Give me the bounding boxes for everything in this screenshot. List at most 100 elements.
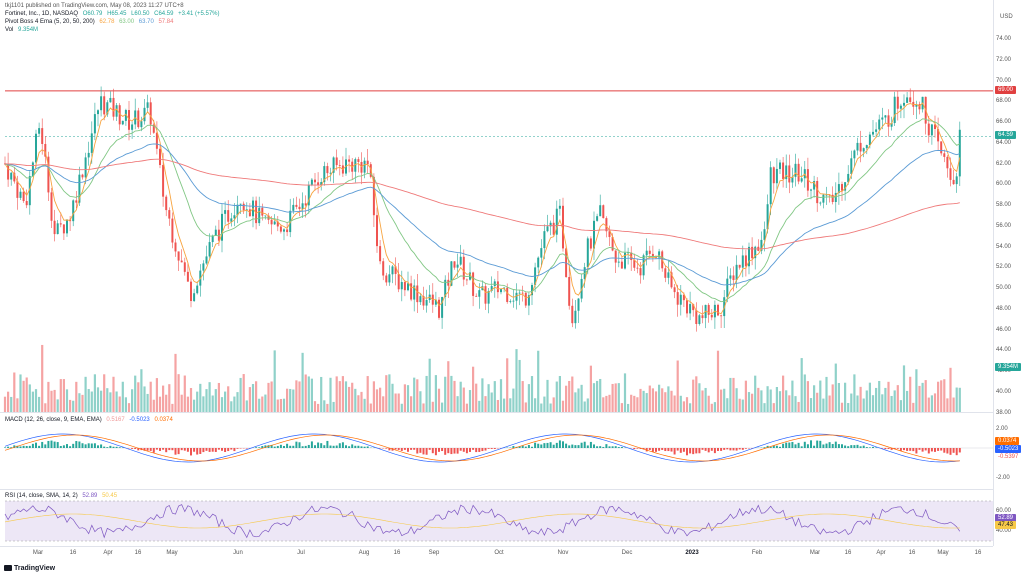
volume-bar	[549, 403, 552, 412]
volume-bar	[692, 379, 695, 412]
pane-divider	[0, 546, 993, 547]
macd-histogram-bar	[890, 448, 893, 450]
candle-body	[903, 102, 905, 106]
symbol-legend[interactable]: Fortinet, Inc., 1D, NASDAQ O60.79 H65.45…	[5, 11, 223, 17]
volume-bar	[689, 403, 692, 412]
macd-histogram-bar	[180, 448, 183, 451]
candle-body	[568, 276, 571, 306]
candle-body	[196, 285, 199, 294]
candle-body	[233, 215, 236, 219]
volume-bar	[344, 381, 348, 412]
volume-bar	[530, 376, 534, 412]
candle-body	[599, 205, 602, 217]
volume-bar	[664, 392, 667, 412]
macd-histogram-bar	[899, 448, 902, 451]
price-tick-label: 38.00	[996, 409, 1012, 416]
candle-body	[490, 286, 493, 291]
macd-histogram-bar	[385, 448, 388, 449]
macd-histogram-bar	[782, 443, 785, 448]
macd-histogram-bar	[62, 445, 65, 448]
candle-body	[614, 250, 617, 263]
macd-histogram-bar	[686, 448, 688, 456]
volume-bar	[310, 378, 313, 412]
candle-body	[416, 285, 419, 303]
price-tick-label: 72.00	[996, 56, 1012, 63]
volume-bar	[537, 350, 540, 412]
vol-value: 9.354M	[18, 27, 39, 33]
rsi-legend[interactable]: RSI (14, close, SMA, 14, 2) 52.89 50.45	[5, 493, 120, 499]
pane-divider	[0, 489, 993, 490]
candle-body	[221, 213, 223, 241]
volume-bar	[267, 382, 270, 412]
candle-body	[205, 256, 208, 264]
volume-bar	[918, 385, 921, 412]
macd-histogram-bar	[320, 443, 323, 448]
candle-body	[19, 191, 22, 198]
candle-body	[183, 262, 186, 272]
candle-body	[180, 260, 183, 263]
volume-bar	[189, 388, 193, 412]
volume-bar	[791, 380, 794, 412]
macd-histogram-bar	[695, 448, 698, 454]
candle-body	[171, 218, 174, 243]
volume-bar	[214, 389, 217, 412]
rsi-sma-value: 50.45	[102, 493, 118, 499]
candle-body	[940, 141, 943, 154]
volume-bar	[75, 381, 78, 412]
volume-bar	[698, 383, 701, 412]
volume-bar	[658, 384, 661, 412]
macd-histogram-bar	[112, 446, 115, 448]
macd-histogram-bar	[614, 446, 617, 448]
date-tick-label: 16	[69, 550, 77, 556]
volume-bar	[673, 395, 676, 412]
candle-body	[208, 242, 211, 257]
vol-legend[interactable]: Vol 9.354M	[5, 27, 41, 33]
macd-histogram-bar	[639, 448, 642, 449]
macd-histogram-bar	[577, 445, 580, 448]
volume-bar	[623, 373, 627, 412]
macd-histogram-bar	[298, 442, 301, 448]
candle-body	[360, 161, 363, 173]
macd-histogram-bar	[183, 448, 186, 451]
macd-histogram-bar	[10, 447, 13, 448]
macd-histogram-bar	[896, 448, 899, 449]
candle-body	[100, 96, 103, 111]
volume-bar	[741, 399, 744, 412]
candle-body	[236, 204, 239, 216]
volume-bar	[286, 388, 289, 412]
volume-bar	[751, 393, 754, 412]
macd-histogram-bar	[438, 448, 440, 452]
volume-bar	[806, 381, 809, 412]
macd-histogram-bar	[713, 448, 716, 454]
candle-body	[115, 105, 118, 117]
pivot-legend[interactable]: Pivot Boss 4 Ema (5, 20, 50, 200) 62.78 …	[5, 19, 176, 25]
volume-bar	[809, 398, 813, 412]
volume-bar	[738, 398, 741, 412]
macd-histogram-bar	[934, 448, 936, 452]
volume-bar	[186, 396, 189, 412]
volume-bar	[574, 392, 577, 412]
volume-bar	[797, 401, 800, 412]
tradingview-logo[interactable]: TradingView	[4, 565, 55, 572]
date-tick-label: May	[937, 550, 949, 556]
candle-body	[689, 304, 692, 314]
macd-legend[interactable]: MACD (12, 26, close, 9, EMA, EMA) 0.5167…	[5, 417, 176, 423]
macd-histogram-bar	[574, 445, 577, 448]
macd-histogram-bar	[360, 446, 363, 448]
candle-body	[831, 194, 834, 203]
candle-body	[512, 300, 515, 302]
macd-histogram-bar	[44, 444, 47, 448]
volume-bar	[183, 375, 186, 412]
candle-body	[927, 123, 930, 136]
macd-histogram-bar	[165, 448, 168, 453]
candle-body	[242, 203, 245, 211]
macd-histogram-bar	[785, 442, 788, 448]
macd-histogram-bar	[720, 448, 723, 451]
volume-bar	[165, 394, 168, 412]
candle-body	[227, 210, 230, 222]
volume-bar	[295, 380, 298, 412]
volume-bar	[425, 375, 428, 412]
volume-bar	[81, 394, 84, 412]
volume-bar	[772, 403, 775, 412]
